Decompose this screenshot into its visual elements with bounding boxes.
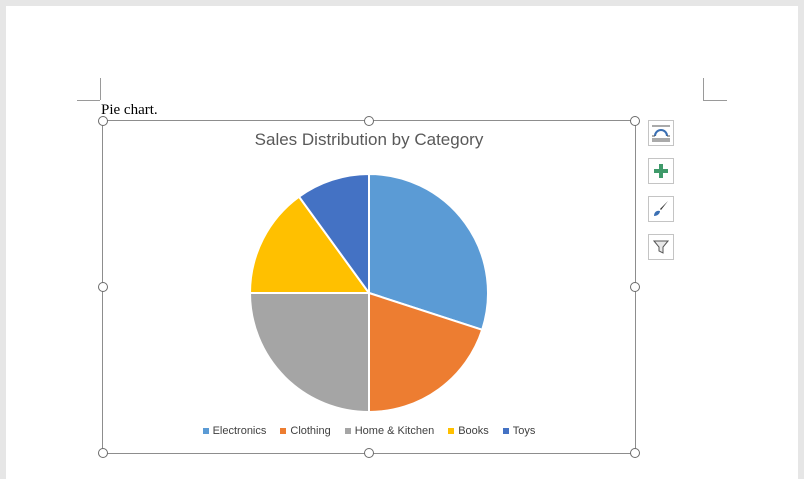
legend-swatch <box>502 428 509 434</box>
crop-mark-top-right <box>703 100 727 101</box>
chart-title[interactable]: Sales Distribution by Category <box>254 130 484 149</box>
pie-slice-books[interactable] <box>248 195 371 294</box>
layout-options-icon <box>652 125 670 142</box>
crop-mark-top-left <box>100 78 101 100</box>
resize-handle-bottom-right[interactable] <box>630 448 640 458</box>
legend-item[interactable]: Electronics <box>202 425 267 437</box>
chart-elements-button[interactable] <box>648 158 674 184</box>
resize-handle-top[interactable] <box>364 116 374 126</box>
pie-slice-electronics[interactable] <box>368 172 489 332</box>
layout-options-button[interactable] <box>648 120 674 146</box>
legend-swatch <box>448 428 455 434</box>
pie-slice-clothing[interactable] <box>368 291 484 414</box>
legend-item[interactable]: Books <box>448 425 489 437</box>
chart-elements-plus-icon <box>654 164 668 178</box>
resize-handle-top-right[interactable] <box>630 116 640 126</box>
chart-styles-button[interactable] <box>648 196 674 222</box>
document-page: Pie chart. Sales Distribution by Categor… <box>6 6 798 479</box>
chart-styles-brush-icon <box>654 201 668 216</box>
legend-label: Books <box>458 425 489 437</box>
chart-filters-funnel-icon <box>653 240 669 254</box>
resize-handle-right[interactable] <box>630 282 640 292</box>
legend-label: Toys <box>512 425 536 437</box>
legend-item[interactable]: Toys <box>502 425 536 437</box>
pie-chart-plot[interactable] <box>103 121 635 453</box>
legend-swatch <box>202 428 209 434</box>
legend-item[interactable]: Clothing <box>280 425 331 437</box>
legend-label: Electronics <box>212 425 267 437</box>
chart-object[interactable]: Sales Distribution by Category Electroni… <box>98 116 640 458</box>
chart-legend[interactable]: Electronics Clothing Home & Kitchen Books To… <box>103 425 635 437</box>
resize-handle-top-left[interactable] <box>98 116 108 126</box>
resize-handle-bottom[interactable] <box>364 448 374 458</box>
legend-label: Clothing <box>290 425 331 437</box>
pie-slice-home-kitchen[interactable] <box>248 292 370 414</box>
legend-item[interactable]: Home & Kitchen <box>344 425 435 437</box>
chart-filters-button[interactable] <box>648 234 674 260</box>
document-caption[interactable]: Pie chart. <box>101 102 158 118</box>
resize-handle-left[interactable] <box>98 282 108 292</box>
pie-slice-toys[interactable] <box>297 172 370 297</box>
legend-label: Home & Kitchen <box>354 425 435 437</box>
crop-mark-top-right <box>703 78 704 100</box>
legend-swatch <box>344 428 351 434</box>
legend-swatch <box>280 428 287 434</box>
resize-handle-bottom-left[interactable] <box>98 448 108 458</box>
crop-mark-top-left <box>77 100 100 101</box>
